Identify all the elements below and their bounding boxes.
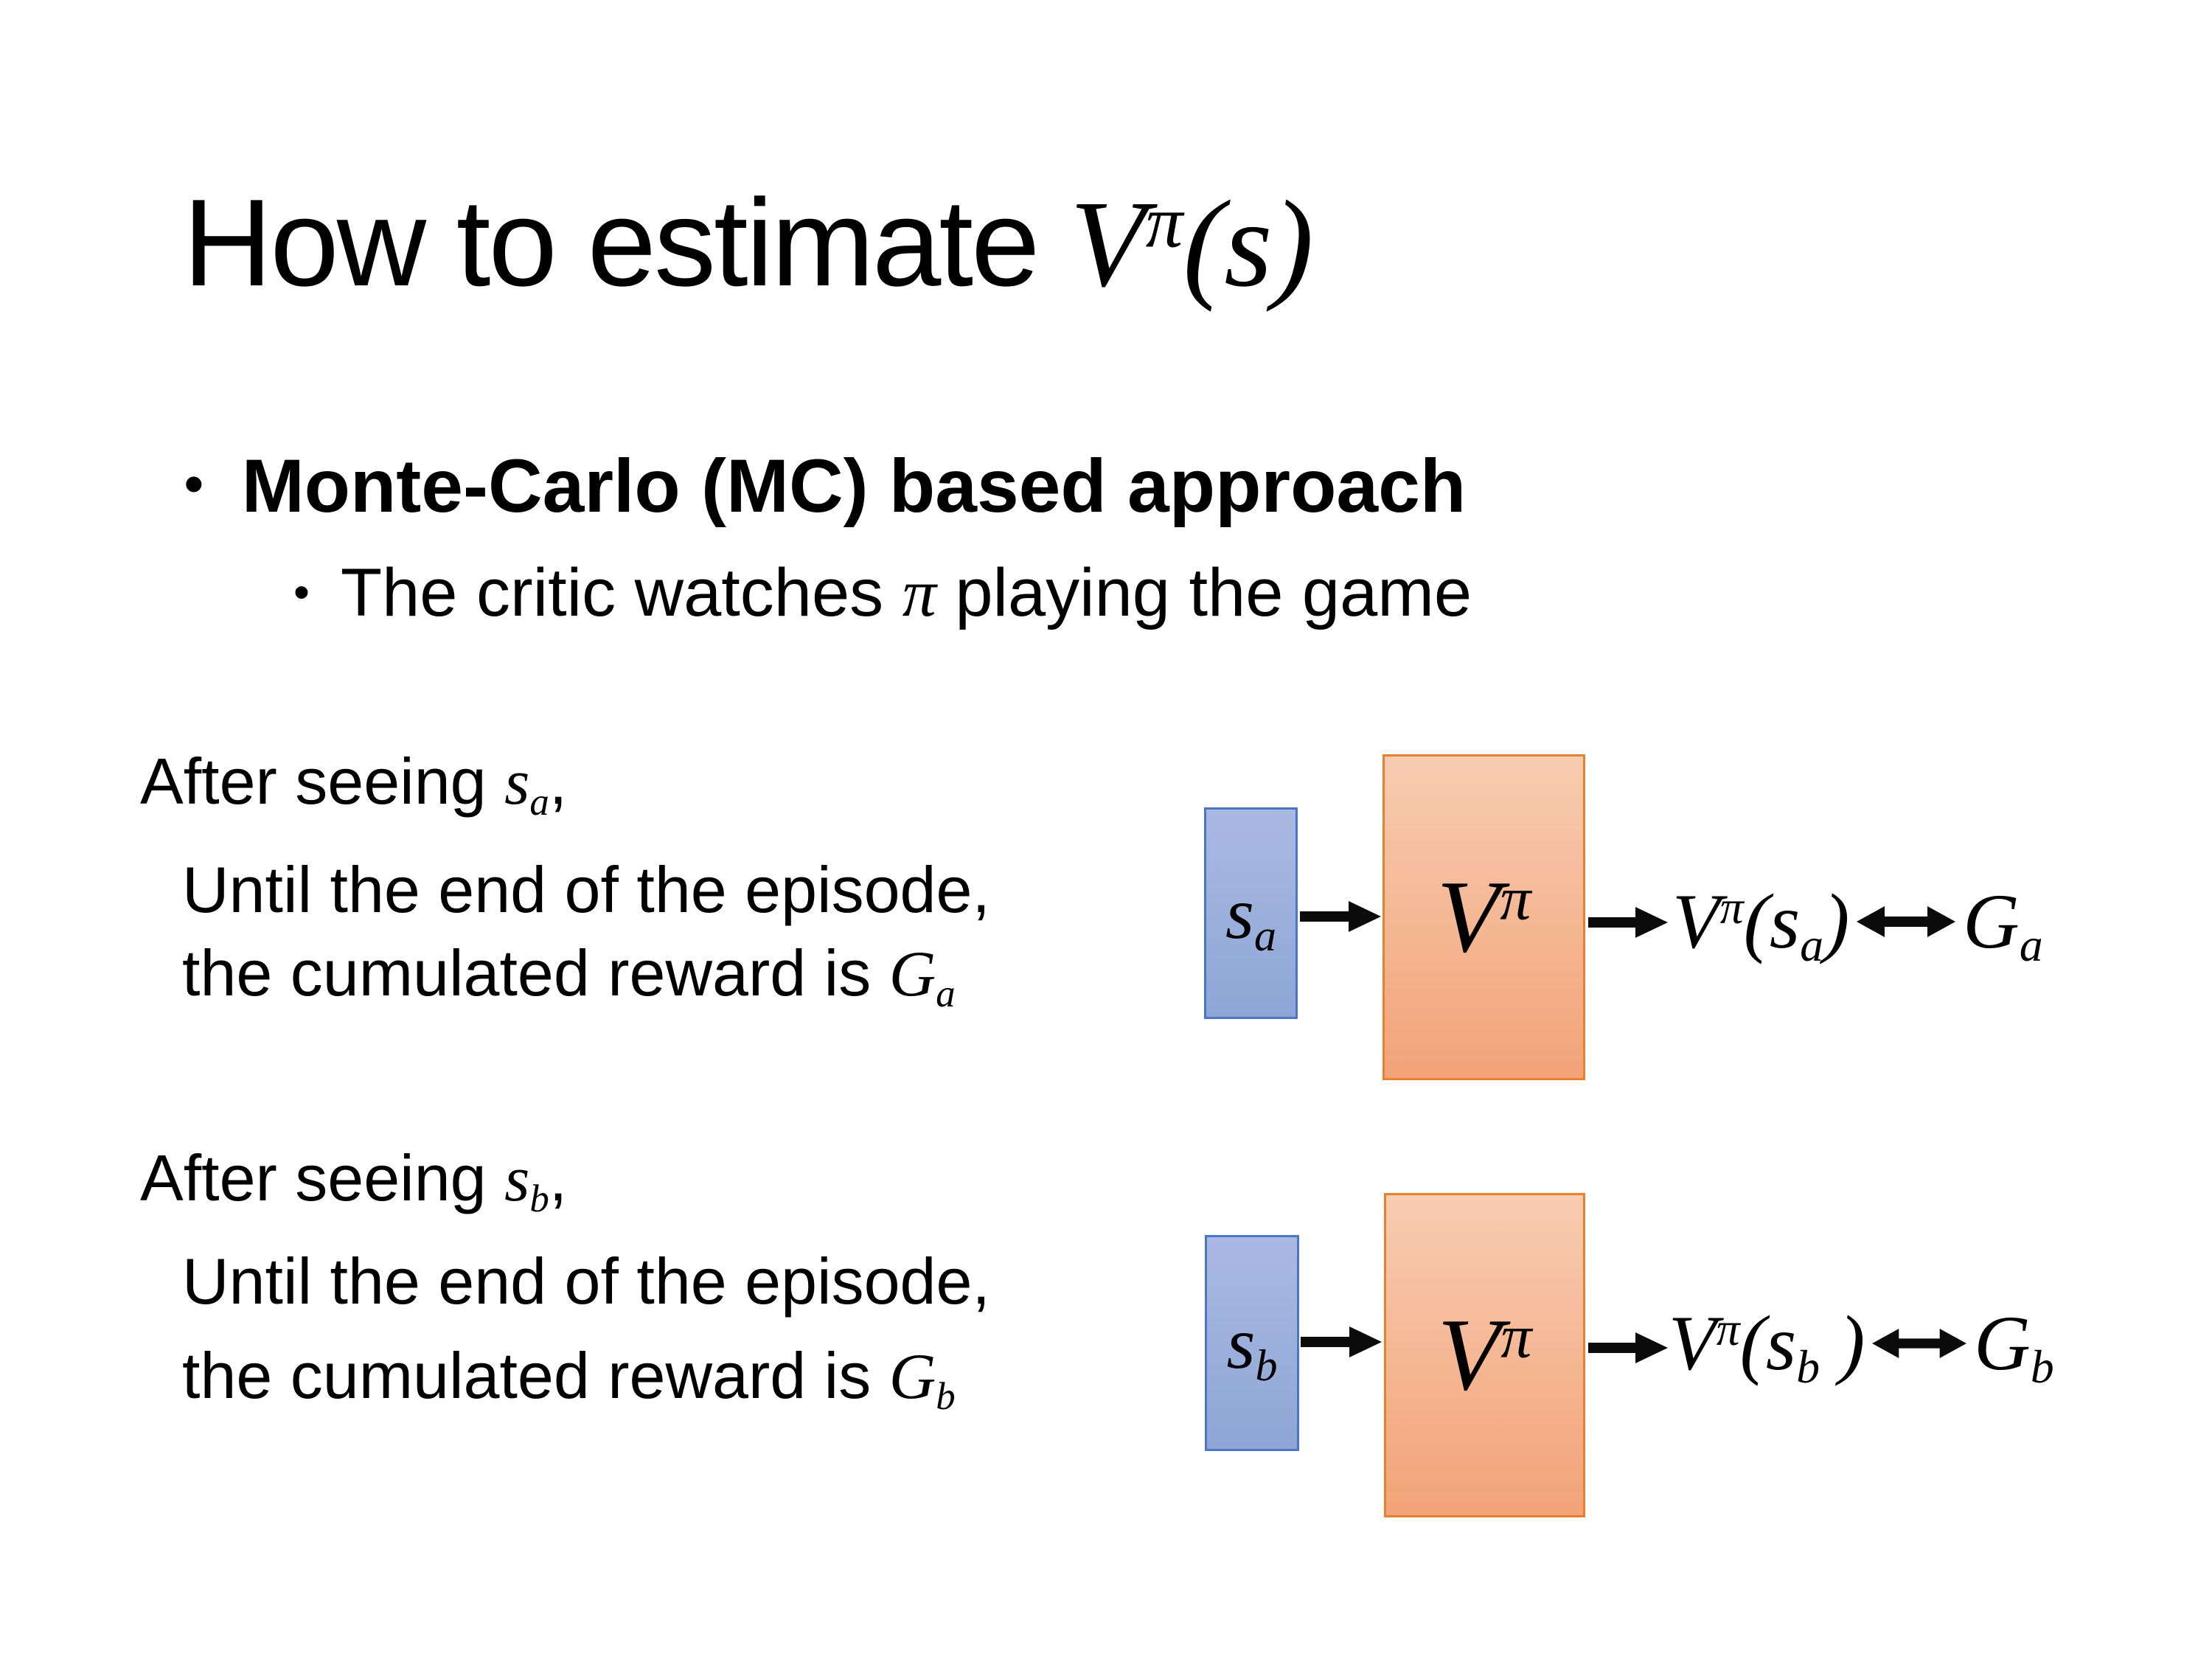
cumulated-reward-ga-line: the cumulated reward is Ga	[182, 936, 956, 1015]
arrow-right-icon	[1588, 907, 1668, 938]
cumulated-reward-gb-line: the cumulated reward is Gb	[182, 1339, 956, 1418]
after-seeing-sa-line: After seeing sa,	[140, 745, 568, 824]
value-output-sa: Vπ(sa)	[1672, 878, 1850, 971]
value-network-label-a: Vπ	[1436, 860, 1531, 974]
arrow-right-icon	[1588, 1332, 1668, 1363]
bullet-dot-icon: •	[184, 453, 204, 514]
bullet-dot-icon: •	[293, 566, 310, 618]
value-output-sb: Vπ(sb)	[1669, 1300, 1865, 1393]
value-network-label-b: Vπ	[1437, 1298, 1532, 1412]
title-math-v-pi-s: Vπ(s)	[1070, 175, 1314, 313]
mc-equation-a: Vπ(sa) Ga	[1672, 866, 2043, 977]
state-box-sa: sa	[1204, 807, 1298, 1019]
bullet-monte-carlo-label: Monte-Carlo (MC) based approach	[241, 444, 1467, 528]
title-text: How to estimate	[183, 173, 1071, 312]
double-arrow-icon	[1872, 1328, 1967, 1359]
arrow-right-icon	[1301, 1326, 1382, 1357]
mc-equation-b: Vπ(sb) Gb	[1669, 1288, 2054, 1399]
state-label-sb: sb	[1226, 1301, 1278, 1390]
until-end-episode-a-line: Until the end of the episode,	[182, 853, 990, 926]
value-network-box-b: Vπ	[1384, 1193, 1585, 1517]
bullet-monte-carlo: • Monte-Carlo (MC) based approach	[184, 448, 1466, 524]
state-label-sa: sa	[1225, 872, 1276, 960]
slide-title: How to estimate Vπ(s)	[183, 181, 1314, 306]
value-network-box-a: Vπ	[1382, 754, 1585, 1080]
bullet-critic-watches-label: The critic watches π playing the game	[340, 555, 1472, 630]
state-box-sb: sb	[1205, 1235, 1299, 1451]
double-arrow-icon	[1857, 906, 1956, 937]
bullet-critic-watches: • The critic watches π playing the game	[293, 559, 1472, 627]
return-ga: Ga	[1963, 878, 2043, 971]
arrow-right-icon	[1300, 901, 1381, 932]
until-end-episode-b-line: Until the end of the episode,	[182, 1245, 990, 1318]
return-gb: Gb	[1974, 1300, 2054, 1393]
after-seeing-sb-line: After seeing sb,	[140, 1141, 568, 1220]
